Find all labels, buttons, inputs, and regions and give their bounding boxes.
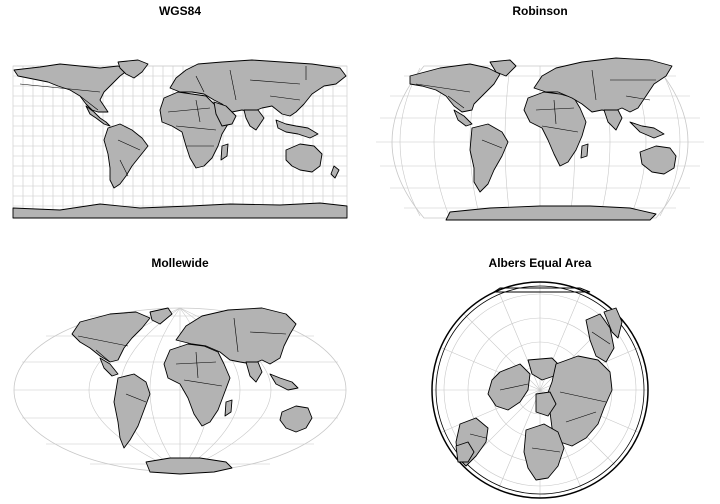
antarctica xyxy=(445,205,657,221)
panel-title-wgs84: WGS84 xyxy=(158,4,201,18)
outline-albers xyxy=(431,281,649,499)
panel-title-mollweide: Mollewide xyxy=(151,256,209,270)
south-america xyxy=(113,373,151,449)
south-america xyxy=(103,123,149,189)
madagascar xyxy=(224,399,233,417)
se-asia-islands xyxy=(275,119,319,139)
africa xyxy=(163,343,231,427)
land-albers xyxy=(455,307,623,481)
arabia xyxy=(213,101,237,127)
india xyxy=(603,109,623,131)
central-america xyxy=(85,105,111,127)
greenland xyxy=(117,59,149,79)
greenland xyxy=(149,307,173,325)
borders-albers xyxy=(469,331,611,453)
east-asia xyxy=(585,313,615,363)
map-robinson xyxy=(376,57,704,221)
antarctica xyxy=(12,202,348,219)
north-america xyxy=(487,363,531,411)
map-wgs84 xyxy=(12,59,348,219)
panel-title-robinson: Robinson xyxy=(512,4,568,18)
north-america xyxy=(71,311,151,363)
central-america xyxy=(99,357,119,377)
australia xyxy=(285,143,323,173)
japan-arc xyxy=(603,307,623,339)
south-america xyxy=(469,123,509,193)
outline-albers-inner xyxy=(435,285,645,495)
eurasia xyxy=(169,59,347,117)
panel-title-albers: Albers Equal Area xyxy=(488,256,592,270)
india xyxy=(243,109,265,131)
madagascar xyxy=(580,143,589,159)
australia xyxy=(455,441,475,463)
borders-wgs84 xyxy=(19,66,307,177)
land-mollweide xyxy=(71,307,313,475)
borders-robinson xyxy=(415,69,656,149)
borders-mollweide xyxy=(77,317,287,403)
india xyxy=(245,361,263,383)
outline-robinson xyxy=(391,65,689,219)
australia xyxy=(639,145,677,175)
panel-robinson: Robinson xyxy=(360,0,720,252)
north-america xyxy=(13,63,129,113)
se-asia-islands xyxy=(269,373,299,391)
africa xyxy=(523,423,565,481)
eurasia xyxy=(533,57,673,113)
se-asia-islands xyxy=(629,121,665,139)
antarctic-rim xyxy=(492,287,591,293)
panel-albers: Albers Equal Area xyxy=(360,252,720,504)
madagascar xyxy=(220,143,229,161)
new-zealand xyxy=(330,165,340,179)
land-robinson xyxy=(409,57,677,221)
panel-wgs84: WGS84 xyxy=(0,0,360,252)
central-america xyxy=(453,109,473,127)
greenland xyxy=(489,59,517,77)
north-america xyxy=(409,63,501,113)
map-albers xyxy=(431,281,649,499)
australia xyxy=(279,405,313,433)
graticule-mollweide xyxy=(14,307,346,473)
panel-mollweide: Mollewide xyxy=(0,252,360,504)
africa xyxy=(523,91,587,167)
europe xyxy=(535,391,557,417)
map-mollweide xyxy=(13,307,347,475)
antarctica xyxy=(145,457,233,475)
